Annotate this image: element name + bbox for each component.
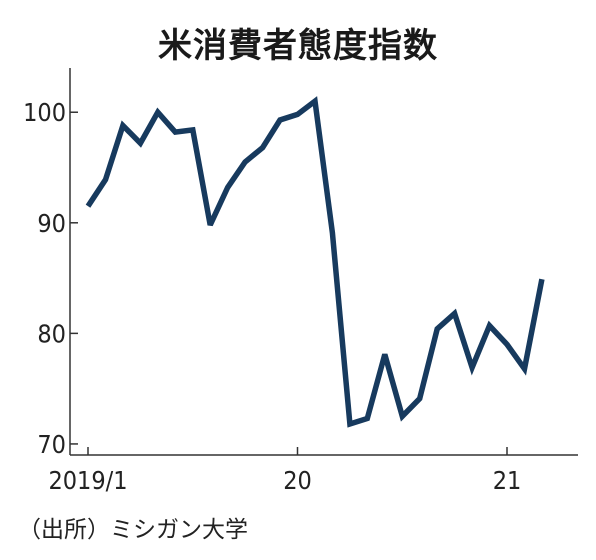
- x-tick-label: 20: [283, 466, 312, 495]
- x-tick-label: 21: [493, 466, 522, 495]
- axes: [69, 68, 578, 456]
- x-axis-ticks: 2019/1 20 21: [48, 447, 521, 495]
- series-group: [85, 96, 545, 428]
- series-line: [85, 96, 545, 428]
- y-tick-label: 80: [37, 319, 66, 348]
- y-tick-label: 90: [37, 209, 66, 238]
- y-tick-label: 70: [37, 430, 66, 459]
- source-note: （出所）ミシガン大学: [18, 517, 248, 543]
- x-tick-label: 2019/1: [48, 466, 127, 495]
- y-tick-label: 100: [23, 98, 66, 127]
- y-axis-ticks: 70 80 90 100: [23, 98, 78, 459]
- chart-title: 米消費者態度指数: [158, 26, 438, 66]
